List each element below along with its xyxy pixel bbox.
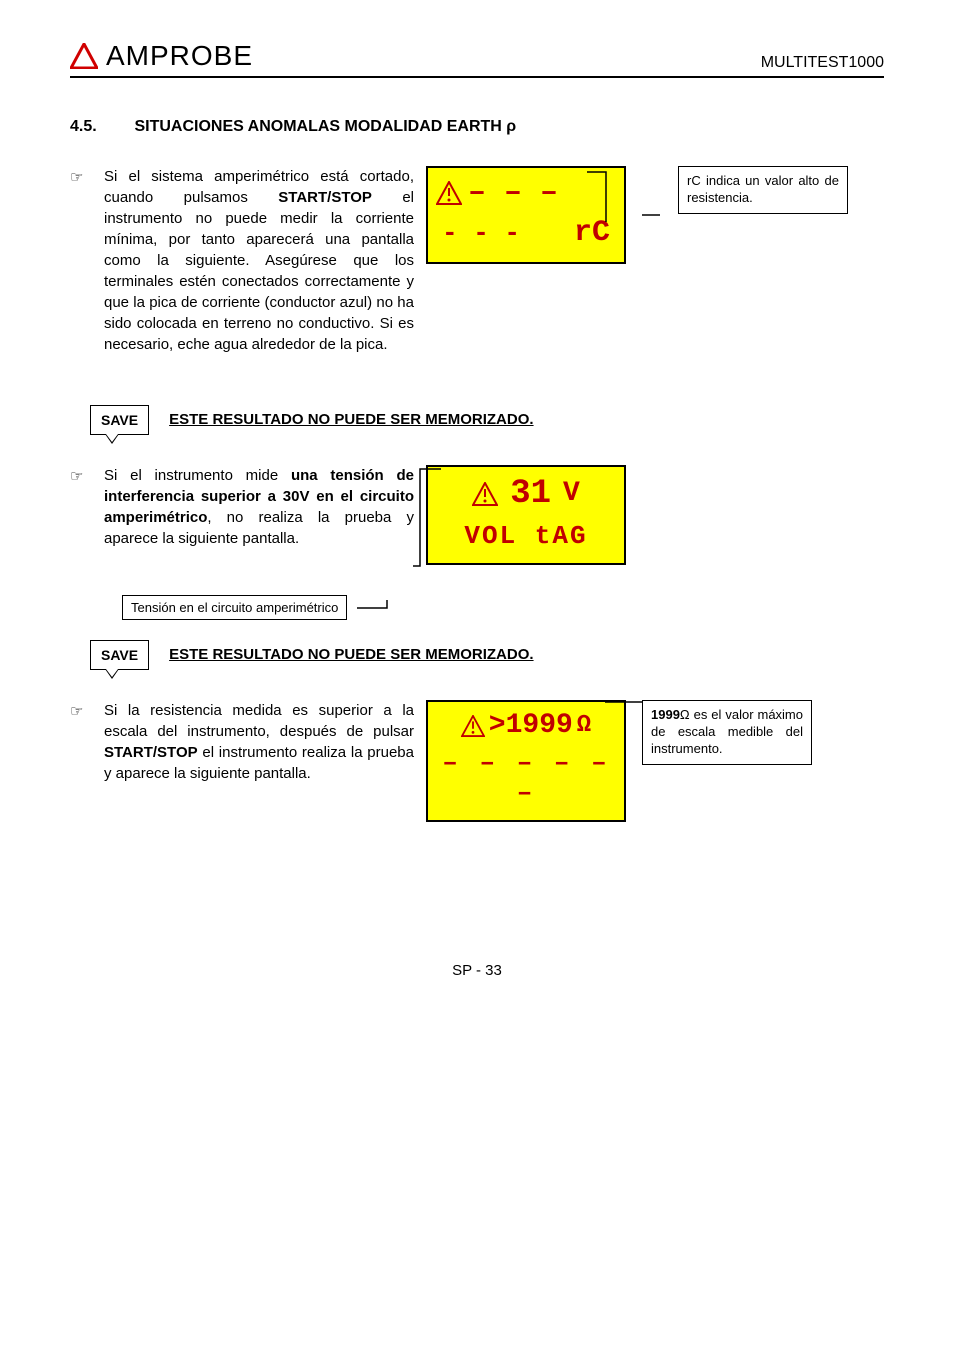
lcd3-line2: – – – – – – [436,748,616,808]
item1-bold: START/STOP [278,189,372,206]
item2-caption-row: Tensión en el circuito amperimétrico [122,595,884,620]
anomaly-item-2: ☞ Si el instrumento mide una tensión de … [70,465,884,565]
item2-pre: Si el instrumento mide [104,467,291,484]
item2-caption: Tensión en el circuito amperimétrico [122,595,347,620]
section-number: 4.5. [70,118,130,136]
item1-right: – – – - - - rC rC indica un valor alto d… [426,166,884,264]
item3-sidenote: 1999Ω es el valor máximo de escala medib… [642,700,812,765]
page-footer: SP - 33 [70,962,884,979]
save-line-1: SAVE ESTE RESULTADO NO PUEDE SER MEMORIZ… [90,405,884,435]
pointing-hand-icon: ☞ [70,467,92,485]
lcd2-unit: V [563,480,580,508]
pointing-hand-icon: ☞ [70,702,92,720]
section-heading: SITUACIONES ANOMALAS MODALIDAD EARTH ρ [134,118,516,135]
item3-bold: START/STOP [104,744,198,761]
connector-line-icon [357,598,397,618]
lcd3-unit: Ω [577,714,591,738]
model-name: MULTITEST1000 [761,54,884,72]
pointing-hand-icon: ☞ [70,168,92,186]
lcd3-value: >1999 [489,712,573,740]
item1-sidenote: rC indica un valor alto de resistencia. [678,166,848,214]
item1-post: el instrumento no puede medir la corrien… [104,189,414,353]
item1-text: Si el sistema amperimétrico está cortado… [104,166,414,355]
warning-icon [436,181,462,205]
anomaly-item-3: ☞ Si la resistencia medida es superior a… [70,700,884,822]
pointer-line-icon [604,696,644,726]
lcd1-line2-left: - - - [442,218,520,248]
lcd2-line2: VOL tAG [436,521,616,551]
item2-right: 31 V VOL tAG [426,465,884,565]
lcd-display-rc: – – – - - - rC [426,166,626,264]
save-flag: SAVE [90,405,149,435]
save-flag: SAVE [90,640,149,670]
item3-side-bold: 1999 [651,707,680,722]
warning-icon [461,715,485,737]
save-line-2: SAVE ESTE RESULTADO NO PUEDE SER MEMORIZ… [90,640,884,670]
save-heading-2: ESTE RESULTADO NO PUEDE SER MEMORIZADO. [169,640,533,663]
item3-right: >1999Ω – – – – – – 1999Ω es el valor máx… [426,700,884,822]
pointer-line-icon [586,162,646,232]
item2-text: Si el instrumento mide una tensión de in… [104,465,414,549]
section-title: 4.5. SITUACIONES ANOMALAS MODALIDAD EART… [70,118,884,136]
pointer-line-icon [412,461,442,571]
brand-logo-icon [70,43,98,69]
item3-text: Si la resistencia medida es superior a l… [104,700,414,784]
item3-pre: Si la resistencia medida es superior a l… [104,702,414,740]
page-header: AMPROBE MULTITEST1000 [70,40,884,78]
warning-icon [472,482,498,506]
lcd1-line1: – – – [468,178,558,208]
lcd-display-overrange: >1999Ω – – – – – – [426,700,626,822]
lcd-display-voltage: 31 V VOL tAG [426,465,626,565]
save-heading-1: ESTE RESULTADO NO PUEDE SER MEMORIZADO. [169,405,533,428]
anomaly-item-1: ☞ Si el sistema amperimétrico está corta… [70,166,884,355]
brand: AMPROBE [70,40,253,72]
item3-side-unit: Ω [680,707,690,722]
brand-text: AMPROBE [106,40,253,72]
lcd2-value: 31 [510,477,551,511]
